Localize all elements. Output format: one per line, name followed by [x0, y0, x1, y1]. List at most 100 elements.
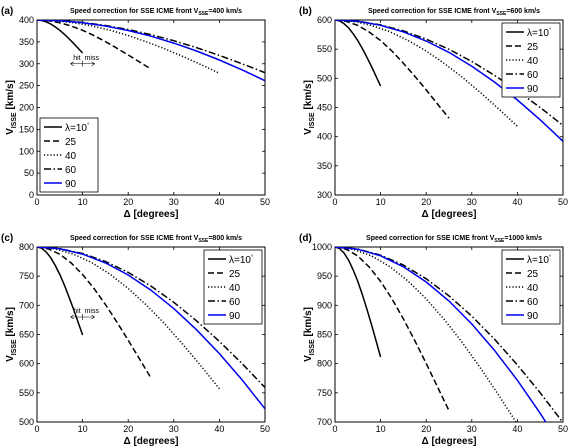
- legend-label-60: 60: [65, 165, 77, 176]
- series-line-25: [37, 247, 152, 379]
- y-tick-label: 800: [317, 359, 332, 369]
- legend-first-value: 10: [76, 123, 88, 134]
- y-label-unit: [km/s]: [303, 80, 314, 112]
- x-axis-label: Δ [degrees]: [124, 436, 179, 447]
- y-label-subscript: ISSE: [309, 112, 316, 128]
- title-prefix: Speed correction for SSE ICME front V: [70, 8, 199, 15]
- chart-title: Speed correction for SSE ICME front VSSE…: [70, 8, 242, 17]
- y-tick-label: 700: [19, 300, 34, 310]
- hit-miss-annotation: hit miss: [70, 55, 99, 67]
- series-line-40: [37, 20, 220, 74]
- series-line-90: [37, 20, 265, 82]
- series-line-90: [335, 247, 547, 422]
- hit-miss-annotation: hit miss: [70, 308, 99, 320]
- y-tick-label: 550: [317, 44, 332, 54]
- legend-label-first: λ=10°: [65, 123, 90, 134]
- title-suffix: =600 km/s: [506, 8, 540, 15]
- y-tick-label: 150: [19, 124, 34, 134]
- panel-label: (d): [299, 233, 312, 244]
- chart-title: Speed correction for SSE ICME front VSSE…: [70, 235, 242, 244]
- title-subscript: SSE: [494, 238, 505, 244]
- x-tick-label: 0: [34, 197, 39, 207]
- y-tick-label: 400: [317, 132, 332, 142]
- series-line-90: [37, 247, 265, 410]
- title-subscript: SSE: [496, 11, 507, 17]
- y-tick-label: 950: [317, 271, 332, 281]
- y-tick-label: 800: [19, 242, 34, 252]
- hit-label: hit: [73, 55, 80, 62]
- legend-label-40: 40: [527, 283, 539, 294]
- x-tick-label: 20: [421, 424, 431, 434]
- x-tick-label: 30: [169, 424, 179, 434]
- y-tick-label: 500: [317, 73, 332, 83]
- legend: λ=10° 25 40 60 90: [501, 22, 561, 98]
- x-tick-label: 20: [123, 424, 133, 434]
- title-subscript: SSE: [198, 238, 209, 244]
- panel-label: (a): [1, 6, 13, 17]
- legend-box: [39, 117, 99, 193]
- panel-a: 0 10 20 30 40 50 0 50 100 150 200 250 300 350 400 Speed…: [1, 6, 270, 220]
- legend-label-25: 25: [65, 137, 77, 148]
- title-suffix: =400 km/s: [208, 8, 242, 15]
- legend-prefix: λ=: [527, 255, 538, 266]
- panel-c: 0 10 20 30 40 50 500 550 600 650 700 750 800 Speed co…: [1, 233, 270, 447]
- legend-label-25: 25: [527, 269, 539, 280]
- legend-label-first: λ=10°: [527, 255, 552, 266]
- arrow-right-head: [91, 314, 96, 320]
- y-label-unit: [km/s]: [303, 307, 314, 339]
- y-tick-label: 700: [317, 417, 332, 427]
- legend-label-60: 60: [229, 297, 241, 308]
- series-line-90: [335, 20, 563, 142]
- legend-prefix: λ=: [65, 123, 76, 134]
- y-tick-label: 650: [19, 330, 34, 340]
- chart-title: Speed correction for SSE ICME front VSSE…: [368, 8, 540, 17]
- legend-label-90: 90: [229, 311, 241, 322]
- series-line-60: [37, 247, 265, 389]
- legend-prefix: λ=: [229, 255, 240, 266]
- x-tick-label: 20: [421, 197, 431, 207]
- legend-label-40: 40: [65, 151, 77, 162]
- title-suffix: =800 km/s: [208, 235, 242, 242]
- plot-area: [37, 20, 265, 82]
- y-label-main: V: [5, 355, 16, 362]
- y-tick-label: 200: [19, 103, 34, 113]
- panel-b: 0 10 20 30 40 50 300 350 400 450 500 550 600 Speed co…: [299, 6, 568, 220]
- chart-title: Speed correction for SSE ICME front VSSE…: [366, 235, 542, 244]
- x-tick-label: 30: [467, 424, 477, 434]
- legend-first-value: 10: [240, 255, 252, 266]
- legend-box: [203, 249, 263, 325]
- series-line-10: [37, 20, 84, 54]
- panel-d: 0 10 20 30 40 50 700 750 800 850 900 950 1000 Speed c…: [299, 233, 568, 447]
- y-tick-label: 300: [19, 59, 34, 69]
- x-tick-label: 40: [512, 197, 522, 207]
- y-axis-label: VISSE [km/s]: [5, 307, 18, 362]
- series-line-40: [37, 247, 220, 390]
- y-label-subscript: ISSE: [11, 112, 18, 128]
- series-line-10: [335, 20, 382, 87]
- legend-label-25: 25: [229, 269, 241, 280]
- y-label-main: V: [5, 128, 16, 135]
- y-label-subscript: ISSE: [309, 339, 316, 355]
- legend-first-value: 10: [538, 28, 550, 39]
- y-tick-label: 100: [19, 146, 34, 156]
- x-tick-label: 40: [512, 424, 522, 434]
- x-tick-label: 30: [467, 197, 477, 207]
- arrow-left-head: [70, 61, 74, 66]
- y-label-subscript: ISSE: [11, 339, 18, 355]
- x-axis-label: Δ [degrees]: [422, 209, 477, 220]
- y-tick-label: 550: [19, 388, 34, 398]
- x-tick-label: 10: [78, 424, 88, 434]
- plot-area: [335, 247, 563, 422]
- y-tick-label: 350: [19, 37, 34, 47]
- panel-label: (b): [299, 6, 312, 17]
- x-tick-label: 30: [169, 197, 179, 207]
- title-suffix: =1000 km/s: [504, 235, 542, 242]
- legend-label-25: 25: [527, 42, 539, 53]
- x-axis-label: Δ [degrees]: [124, 209, 179, 220]
- y-label-unit: [km/s]: [5, 80, 16, 112]
- y-tick-label: 600: [19, 359, 34, 369]
- x-tick-label: 50: [260, 197, 270, 207]
- x-tick-label: 50: [260, 424, 270, 434]
- title-prefix: Speed correction for SSE ICME front V: [368, 8, 497, 15]
